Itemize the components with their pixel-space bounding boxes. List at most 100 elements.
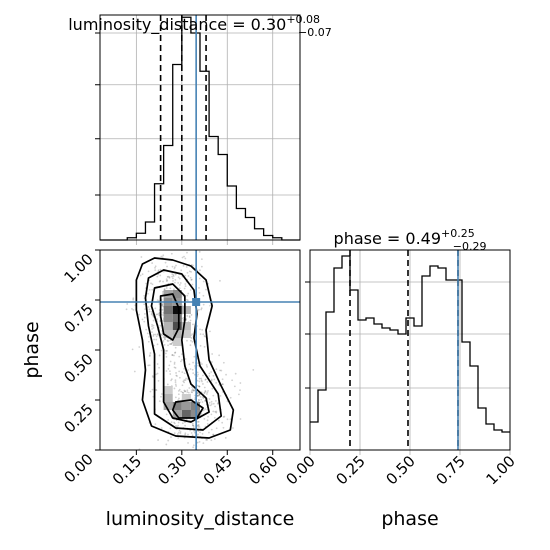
- sample-point: [184, 390, 186, 393]
- density-cell-20: [181, 402, 191, 410]
- sample-point: [198, 399, 200, 402]
- sample-point: [191, 422, 194, 425]
- sample-point: [138, 346, 141, 348]
- sample-point: [167, 340, 170, 343]
- sample-point: [171, 265, 174, 268]
- sample-point: [163, 343, 166, 346]
- sample-point: [126, 303, 129, 305]
- sample-point: [181, 353, 183, 355]
- sample-point: [229, 418, 232, 421]
- sample-point: [152, 319, 155, 322]
- sample-point: [174, 351, 177, 354]
- sample-point: [219, 369, 221, 372]
- sample-point: [169, 339, 172, 342]
- sample-point: [198, 385, 201, 388]
- sample-point: [226, 418, 229, 421]
- sample-point: [206, 393, 208, 395]
- sample-point: [166, 339, 169, 342]
- sample-point: [159, 324, 162, 327]
- sample-point: [166, 265, 168, 268]
- sample-point: [215, 411, 218, 414]
- sample-point: [161, 393, 163, 395]
- sample-point: [149, 352, 152, 354]
- sample-point: [181, 371, 184, 374]
- sample-point: [174, 379, 177, 382]
- sample-point: [192, 323, 194, 326]
- sample-point: [185, 266, 188, 268]
- sample-point: [173, 421, 175, 424]
- sample-point: [131, 307, 133, 310]
- density-contours: [135, 257, 235, 439]
- sample-point: [192, 427, 195, 429]
- sample-point: [148, 364, 151, 367]
- sample-point: [200, 377, 203, 380]
- sample-point: [152, 335, 155, 337]
- sample-point: [190, 337, 193, 339]
- sample-point: [184, 274, 187, 277]
- density-cell-12: [172, 330, 182, 338]
- sample-point: [199, 328, 201, 331]
- ld-quantile-lines: [159, 15, 207, 240]
- sample-point: [196, 441, 199, 444]
- sample-point: [200, 379, 203, 382]
- sample-point: [201, 433, 204, 435]
- sample-points: [125, 250, 255, 451]
- sample-point: [154, 333, 157, 336]
- sample-point: [205, 438, 208, 441]
- phase-ytick-label-4: 1.00: [60, 250, 96, 286]
- sample-point: [186, 294, 189, 297]
- sample-point: [212, 410, 215, 413]
- sample-point: [175, 424, 177, 427]
- sample-point: [200, 308, 203, 311]
- sample-point: [161, 314, 163, 316]
- sample-point: [167, 275, 170, 278]
- sample-point: [131, 348, 134, 351]
- sample-point: [206, 365, 208, 368]
- sample-point: [177, 276, 180, 279]
- sample-point: [186, 315, 189, 317]
- sample-point: [174, 352, 176, 354]
- sample-point: [178, 388, 181, 391]
- density-cell-23: [172, 410, 182, 418]
- sample-point: [199, 269, 201, 272]
- sample-point: [188, 387, 191, 389]
- xaxis-label-phase: phase: [381, 508, 438, 530]
- sample-point: [167, 368, 170, 370]
- sample-point: [177, 437, 180, 439]
- sample-point: [151, 388, 154, 391]
- sample-point: [208, 398, 211, 400]
- sample-point: [148, 310, 151, 313]
- sample-point: [216, 402, 219, 405]
- sample-point: [162, 339, 165, 342]
- sample-point: [141, 273, 144, 276]
- sample-point: [186, 391, 189, 393]
- phase-histogram-panel: 0.00 0.25 0.50 0.75 1.00 phase = 0.49+0.25 −0…: [282, 227, 518, 530]
- sample-point: [197, 364, 200, 367]
- phase-panel-title: phase = 0.49+0.25 −0.29: [334, 227, 487, 253]
- sample-point: [164, 261, 167, 264]
- sample-point: [200, 307, 203, 310]
- sample-point: [203, 386, 206, 389]
- sample-point: [187, 391, 190, 394]
- two-d-histogram-panel: 0.15 0.30 0.45 0.60 0.00 0.25 0.50 0.75 1.00 lu…: [21, 249, 301, 530]
- sample-point: [210, 379, 213, 382]
- sample-point: [144, 308, 147, 311]
- sample-point: [151, 323, 153, 326]
- sample-point: [197, 430, 200, 432]
- sample-point: [196, 379, 199, 382]
- density-cell-11: [181, 322, 191, 330]
- sample-point: [173, 363, 176, 365]
- sample-point: [171, 354, 174, 356]
- sample-point: [178, 397, 180, 400]
- sample-point: [187, 442, 189, 444]
- sample-point: [143, 320, 146, 323]
- sample-point: [156, 333, 159, 336]
- sample-point: [210, 400, 213, 403]
- sample-point: [192, 424, 194, 427]
- sample-point: [177, 389, 180, 392]
- sample-point: [198, 291, 201, 294]
- sample-point: [168, 364, 171, 367]
- sample-point: [176, 375, 178, 377]
- density-cell-8: [172, 314, 182, 322]
- sample-point: [239, 418, 242, 420]
